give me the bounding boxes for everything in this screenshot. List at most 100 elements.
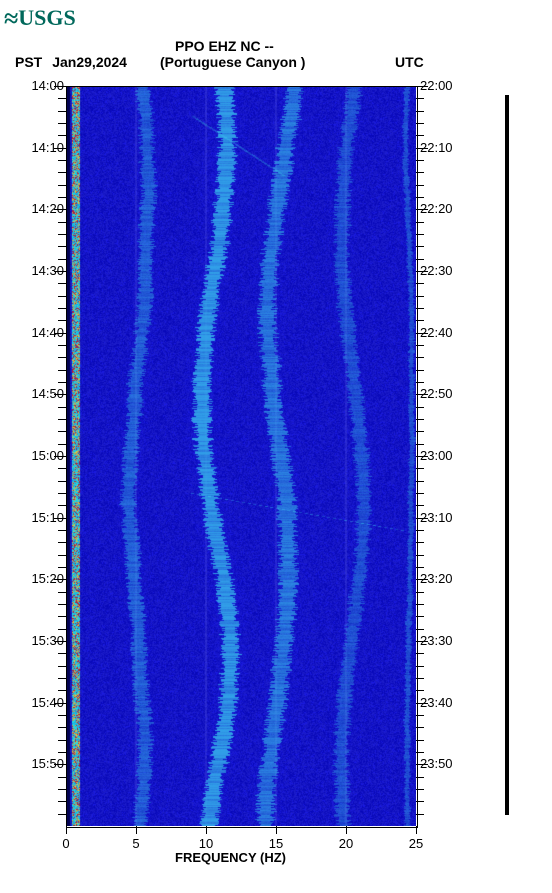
location: (Portuguese Canyon ) <box>160 54 305 70</box>
y-right-minor-tick <box>416 678 424 679</box>
y-right-major-tick <box>416 764 428 765</box>
y-right-minor-tick <box>416 740 424 741</box>
y-left-minor-tick <box>58 616 66 617</box>
y-right-minor-tick <box>416 308 424 309</box>
y-right-minor-tick <box>416 690 424 691</box>
y-right-minor-tick <box>416 123 424 124</box>
y-right-minor-tick <box>416 222 424 223</box>
x-tick <box>416 826 417 834</box>
y-right-major-tick <box>416 86 428 87</box>
x-label: 0 <box>62 836 69 851</box>
y-left-major-tick <box>54 641 66 642</box>
y-left-major-tick <box>54 333 66 334</box>
y-right-minor-tick <box>416 542 424 543</box>
left-tz: PST <box>15 54 42 70</box>
y-right-minor-tick <box>416 493 424 494</box>
y-left-minor-tick <box>58 283 66 284</box>
y-left-minor-tick <box>58 740 66 741</box>
x-label: 20 <box>339 836 353 851</box>
y-right-minor-tick <box>416 629 424 630</box>
y-right-major-tick <box>416 641 428 642</box>
y-right-minor-tick <box>416 185 424 186</box>
y-left-minor-tick <box>58 382 66 383</box>
y-left-minor-tick <box>58 320 66 321</box>
y-right-minor-tick <box>416 320 424 321</box>
y-right-minor-tick <box>416 407 424 408</box>
station-id: PPO EHZ NC -- <box>175 38 274 54</box>
y-left-minor-tick <box>58 814 66 815</box>
y-right-major-tick <box>416 209 428 210</box>
y-left-minor-tick <box>58 801 66 802</box>
y-left-major-tick <box>54 456 66 457</box>
y-right-minor-tick <box>416 172 424 173</box>
y-left-minor-tick <box>58 592 66 593</box>
y-left-minor-tick <box>58 690 66 691</box>
y-left-minor-tick <box>58 296 66 297</box>
y-left-minor-tick <box>58 222 66 223</box>
y-right-minor-tick <box>416 616 424 617</box>
y-right-major-tick <box>416 271 428 272</box>
y-right-minor-tick <box>416 444 424 445</box>
y-left-minor-tick <box>58 493 66 494</box>
y-right-major-tick <box>416 703 428 704</box>
y-right-major-tick <box>416 456 428 457</box>
y-right-minor-tick <box>416 357 424 358</box>
y-left-major-tick <box>54 518 66 519</box>
y-left-minor-tick <box>58 481 66 482</box>
y-left-major-tick <box>54 703 66 704</box>
y-right-minor-tick <box>416 530 424 531</box>
y-left-minor-tick <box>58 542 66 543</box>
y-left-minor-tick <box>58 135 66 136</box>
y-left-minor-tick <box>58 777 66 778</box>
y-right-minor-tick <box>416 715 424 716</box>
y-right-minor-tick <box>416 505 424 506</box>
y-left-major-tick <box>54 394 66 395</box>
y-right-minor-tick <box>416 604 424 605</box>
y-right-minor-tick <box>416 246 424 247</box>
right-tz: UTC <box>395 54 424 70</box>
y-left-minor-tick <box>58 98 66 99</box>
y-left-minor-tick <box>58 234 66 235</box>
x-label: 25 <box>409 836 423 851</box>
usgs-text: USGS <box>18 5 75 30</box>
y-left-minor-tick <box>58 407 66 408</box>
y-right-major-tick <box>416 148 428 149</box>
y-left-minor-tick <box>58 567 66 568</box>
y-right-minor-tick <box>416 259 424 260</box>
x-label: 15 <box>269 836 283 851</box>
y-left-minor-tick <box>58 629 66 630</box>
y-right-minor-tick <box>416 234 424 235</box>
y-left-minor-tick <box>58 259 66 260</box>
y-left-minor-tick <box>58 604 66 605</box>
y-left-minor-tick <box>58 308 66 309</box>
y-left-minor-tick <box>58 530 66 531</box>
y-left-minor-tick <box>58 653 66 654</box>
y-right-minor-tick <box>416 111 424 112</box>
usgs-logo: ≈USGS <box>4 4 76 34</box>
x-tick <box>346 826 347 834</box>
y-right-minor-tick <box>416 296 424 297</box>
y-right-minor-tick <box>416 135 424 136</box>
y-right-minor-tick <box>416 592 424 593</box>
header-left: PSTJan29,2024 <box>15 54 127 70</box>
y-left-minor-tick <box>58 555 66 556</box>
y-left-major-tick <box>54 271 66 272</box>
y-left-minor-tick <box>58 419 66 420</box>
x-tick <box>136 826 137 834</box>
y-right-minor-tick <box>416 98 424 99</box>
x-tick <box>66 826 67 834</box>
y-left-minor-tick <box>58 345 66 346</box>
y-left-minor-tick <box>58 789 66 790</box>
x-label: 10 <box>199 836 213 851</box>
y-left-minor-tick <box>58 715 66 716</box>
y-right-minor-tick <box>416 481 424 482</box>
y-left-minor-tick <box>58 505 66 506</box>
y-left-minor-tick <box>58 123 66 124</box>
y-right-minor-tick <box>416 653 424 654</box>
y-left-minor-tick <box>58 431 66 432</box>
y-right-minor-tick <box>416 283 424 284</box>
y-right-major-tick <box>416 579 428 580</box>
y-left-major-tick <box>54 148 66 149</box>
y-right-minor-tick <box>416 567 424 568</box>
usgs-wave-icon: ≈ <box>4 4 18 33</box>
